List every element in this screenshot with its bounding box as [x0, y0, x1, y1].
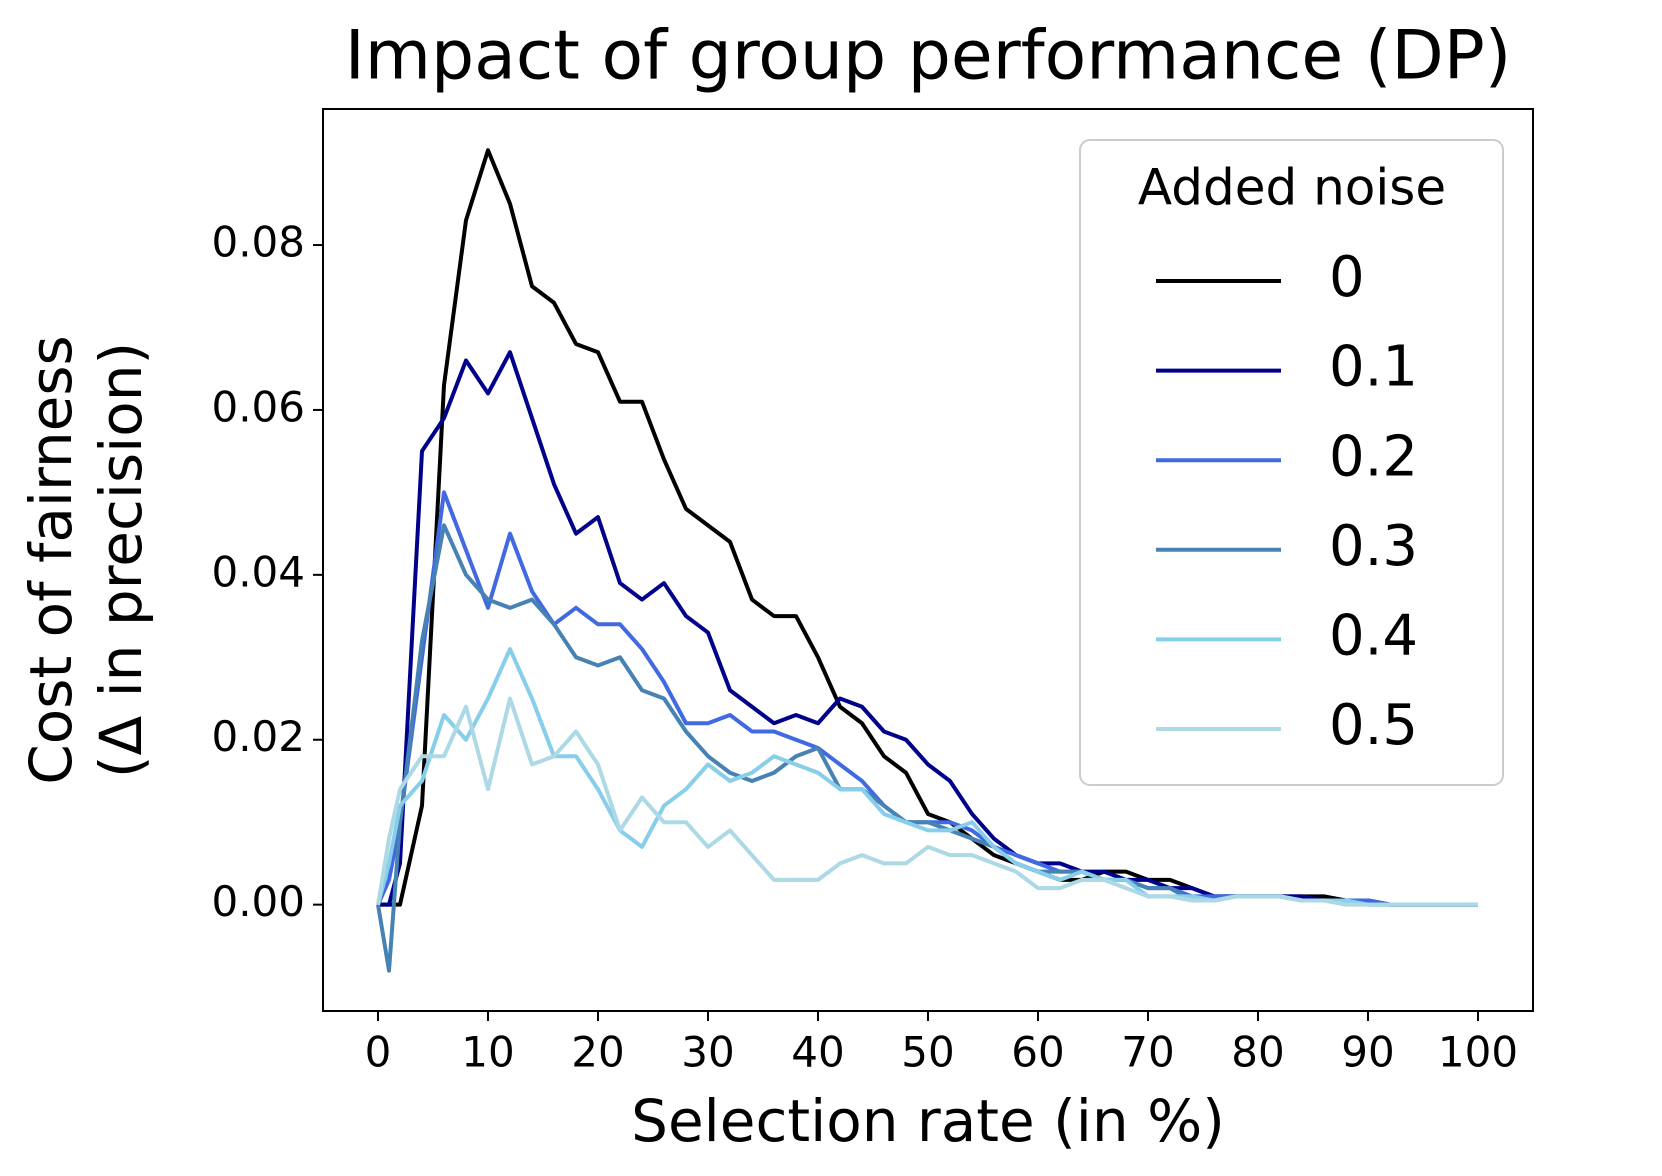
y-axis-label: Cost of fairness — [17, 335, 85, 785]
x-tick-label: 40 — [791, 1028, 844, 1077]
x-tick-label: 50 — [901, 1028, 954, 1077]
x-tick-label: 30 — [681, 1028, 734, 1077]
legend-title: Added noise — [1138, 159, 1446, 217]
x-tick-label: 100 — [1438, 1028, 1518, 1077]
x-tick-label: 70 — [1121, 1028, 1174, 1077]
y-tick-label: 0.04 — [211, 547, 305, 596]
y-axis-label: (Δ in precision) — [87, 342, 155, 778]
chart-title: Impact of group performance (DP) — [345, 17, 1512, 96]
legend-label: 0.5 — [1329, 693, 1418, 758]
legend-label: 0.2 — [1329, 424, 1418, 489]
y-tick-label: 0.08 — [211, 218, 305, 267]
y-tick-label: 0.02 — [211, 712, 305, 761]
legend-label: 0 — [1329, 245, 1365, 310]
x-tick-label: 10 — [461, 1028, 514, 1077]
legend-label: 0.4 — [1329, 604, 1418, 669]
legend-label: 0.1 — [1329, 335, 1418, 400]
data-line — [376, 696, 1478, 907]
x-axis-label: Selection rate (in %) — [631, 1087, 1225, 1155]
x-tick-label: 90 — [1341, 1028, 1394, 1077]
x-tick-label: 0 — [365, 1028, 392, 1077]
legend-label: 0.3 — [1329, 514, 1418, 579]
legend-box — [1079, 139, 1504, 786]
data-line — [378, 350, 1478, 907]
x-tick-label: 60 — [1011, 1028, 1064, 1077]
y-tick-label: 0.06 — [211, 382, 305, 431]
y-tick-label: 0.00 — [211, 877, 305, 926]
x-tick-label: 80 — [1231, 1028, 1284, 1077]
x-tick-label: 20 — [571, 1028, 624, 1077]
